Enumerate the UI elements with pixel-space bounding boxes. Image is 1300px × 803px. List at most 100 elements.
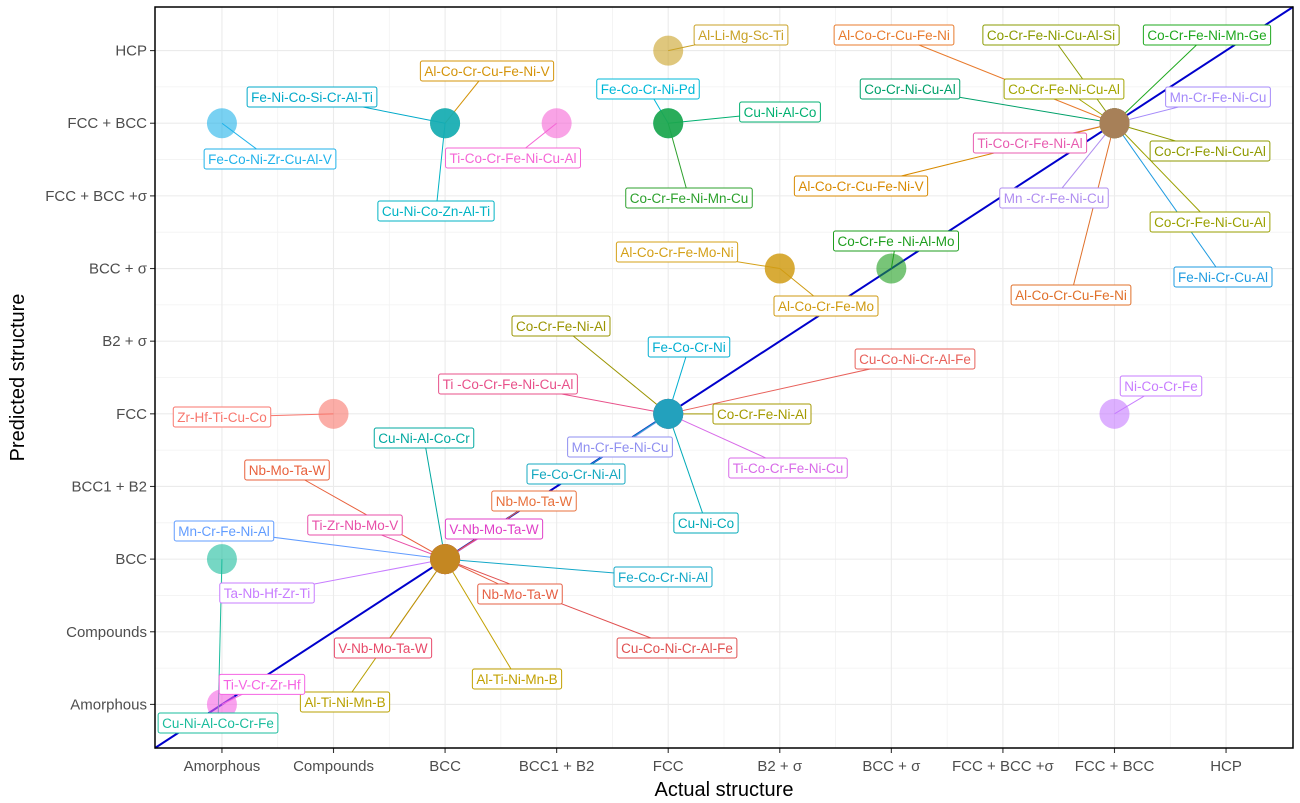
plot-frame	[154, 6, 1294, 749]
x-tick-label: BCC + σ	[862, 758, 921, 775]
label-leader	[423, 437, 446, 560]
point-label-box	[157, 712, 279, 734]
point-label-box	[203, 148, 337, 170]
point-label-box	[246, 86, 378, 108]
point-label-text: Cu-Ni-Co	[678, 516, 734, 531]
x-tick-label: BCC1 + B2	[519, 758, 594, 775]
point-label-box	[833, 24, 955, 46]
point-label-box	[1173, 266, 1273, 288]
point-label-text: Ti-V-Cr-Zr-Hf	[223, 677, 301, 692]
point-labels: Al-Li-Mg-Sc-Ti Al-Co-Cr-Cu-Fe-Ni-V Fe-Ni-C…	[157, 24, 1273, 734]
point-label: Co-Cr-Fe-Ni-Al	[511, 315, 611, 337]
point-label-text: Ti -Co-Cr-Fe-Ni-Cu-Al	[443, 377, 574, 392]
point-label: Fe-Co-Cr-Ni-Pd	[596, 78, 700, 100]
point-label: Ti-Co-Cr-Fe-Ni-Cu	[728, 457, 848, 479]
point-label-text: Fe-Co-Cr-Ni-Al	[618, 570, 708, 585]
point-label-text: Al-Co-Cr-Cu-Fe-Ni-V	[424, 64, 549, 79]
point-label-text: Nb-Mo-Ta-W	[482, 587, 559, 602]
y-tick-label: BCC1 + B2	[72, 478, 147, 495]
point-label-text: Fe-Ni-Co-Si-Cr-Al-Ti	[251, 90, 373, 105]
point-label: Al-Co-Cr-Cu-Fe-Ni-V	[793, 175, 929, 197]
point-label: Co-Cr-Fe-Ni-Cu-Al	[1149, 140, 1271, 162]
point-label: Ti-Co-Cr-Fe-Ni-Al	[972, 132, 1088, 154]
point-label: Ti -Co-Cr-Fe-Ni-Cu-Al	[438, 373, 578, 395]
point-label-text: Ti-Zr-Nb-Mo-V	[312, 518, 398, 533]
point-label: Cu-Ni-Co-Zn-Al-Ti	[377, 200, 495, 222]
data-point	[1099, 398, 1130, 429]
data-point	[206, 108, 237, 139]
point-label: Nb-Mo-Ta-W	[491, 490, 577, 512]
point-label-text: Ti-Co-Cr-Fe-Ni-Cu	[733, 461, 844, 476]
point-label-text: Co-Cr-Fe-Ni-Mn-Cu	[630, 191, 749, 206]
point-label-box	[377, 200, 495, 222]
point-label: Al-Ti-Ni-Mn-B	[299, 691, 391, 713]
data-point	[653, 398, 684, 429]
point-label-text: Cu-Ni-Co-Zn-Al-Ti	[382, 204, 490, 219]
x-tick-label: Compounds	[293, 758, 374, 775]
label-leader	[1070, 123, 1115, 296]
point-label-box	[491, 490, 577, 512]
point-label-text: Ni-Co-Cr-Fe	[1124, 379, 1198, 394]
axis-ticks: Amorphous Compounds BCC BCC1 + B2 FCC B2 + σ B…	[45, 43, 1242, 775]
point-label-text: Mn-Cr-Fe-Ni-Cu	[572, 440, 669, 455]
point-label-text: Co-Cr-Fe-Ni-Cu-Al-Si	[987, 28, 1115, 43]
point-label-text: Ta-Nb-Hf-Zr-Ti	[224, 586, 310, 601]
point-label-box	[173, 520, 275, 542]
point-label-box	[244, 459, 330, 481]
point-label: Al-Li-Mg-Sc-Ti	[693, 24, 789, 46]
point-label: Mn-Cr-Fe-Ni-Al	[173, 520, 275, 542]
point-label: Fe-Co-Ni-Zr-Cu-Al-V	[203, 148, 337, 170]
point-label: Cu-Ni-Al-Co-Cr	[373, 427, 475, 449]
point-label: Fe-Co-Cr-Ni-Al	[613, 566, 713, 588]
point-label-box	[1003, 78, 1125, 100]
point-label: Co-Cr-Ni-Cu-Al	[859, 78, 961, 100]
y-tick-label: FCC + BCC +σ	[45, 188, 148, 205]
point-label-box	[477, 583, 563, 605]
point-label: Al-Co-Cr-Cu-Fe-Ni	[833, 24, 955, 46]
x-tick-label: BCC	[429, 758, 461, 775]
point-label-text: Al-Li-Mg-Sc-Ti	[698, 28, 784, 43]
point-label: Nb-Mo-Ta-W	[477, 583, 563, 605]
point-label-box	[712, 403, 812, 425]
point-label-box	[854, 348, 976, 370]
point-label: Ti-V-Cr-Zr-Hf	[218, 673, 306, 695]
point-label-box	[613, 566, 713, 588]
point-label-box	[859, 78, 961, 100]
point-label-text: Nb-Mo-Ta-W	[496, 494, 573, 509]
point-label-box	[647, 336, 731, 358]
point-label-text: Al-Ti-Ni-Mn-B	[304, 695, 385, 710]
point-label: Fe-Ni-Cr-Cu-Al	[1173, 266, 1273, 288]
point-label-text: Mn-Cr-Fe-Ni-Cu	[1170, 90, 1267, 105]
point-label-box	[625, 187, 753, 209]
point-label: Zr-Hf-Ti-Cu-Co	[172, 406, 272, 428]
point-label-box	[1165, 86, 1271, 108]
point-label: Fe-Co-Cr-Ni-Al	[526, 463, 626, 485]
y-tick-label: BCC	[115, 551, 147, 568]
data-point	[318, 398, 349, 429]
y-tick-label: FCC + BCC	[67, 115, 147, 132]
point-label-box	[333, 637, 433, 659]
data-points	[206, 35, 1130, 720]
point-label-box	[172, 406, 272, 428]
point-label: Mn -Cr-Fe-Ni-Cu	[999, 187, 1109, 209]
label-leader	[1053, 122, 1115, 199]
y-tick-label: HCP	[115, 43, 147, 60]
point-label-text: Fe-Ni-Cr-Cu-Al	[1178, 270, 1268, 285]
point-label-box	[972, 132, 1088, 154]
point-label-box	[299, 691, 391, 713]
point-label-box	[471, 668, 563, 690]
point-label: Co-Cr-Fe-Ni-Cu-Al	[1149, 211, 1271, 233]
y-tick-label: BCC + σ	[89, 261, 148, 278]
point-label: Ta-Nb-Hf-Zr-Ti	[219, 582, 315, 604]
point-label-box	[526, 463, 626, 485]
point-label-box	[373, 427, 475, 449]
point-label-text: V-Nb-Mo-Ta-W	[449, 522, 539, 537]
y-tick-label: FCC	[116, 406, 147, 423]
x-tick-label: B2 + σ	[757, 758, 802, 775]
point-label-text: Ti-Co-Cr-Fe-Ni-Cu-Al	[450, 151, 577, 166]
point-label: V-Nb-Mo-Ta-W	[333, 637, 433, 659]
x-axis-title: Actual structure	[655, 779, 794, 801]
point-label-text: Al-Co-Cr-Cu-Fe-Ni-V	[798, 179, 923, 194]
point-label-box	[444, 518, 544, 540]
point-label-text: Zr-Hf-Ti-Cu-Co	[177, 410, 266, 425]
